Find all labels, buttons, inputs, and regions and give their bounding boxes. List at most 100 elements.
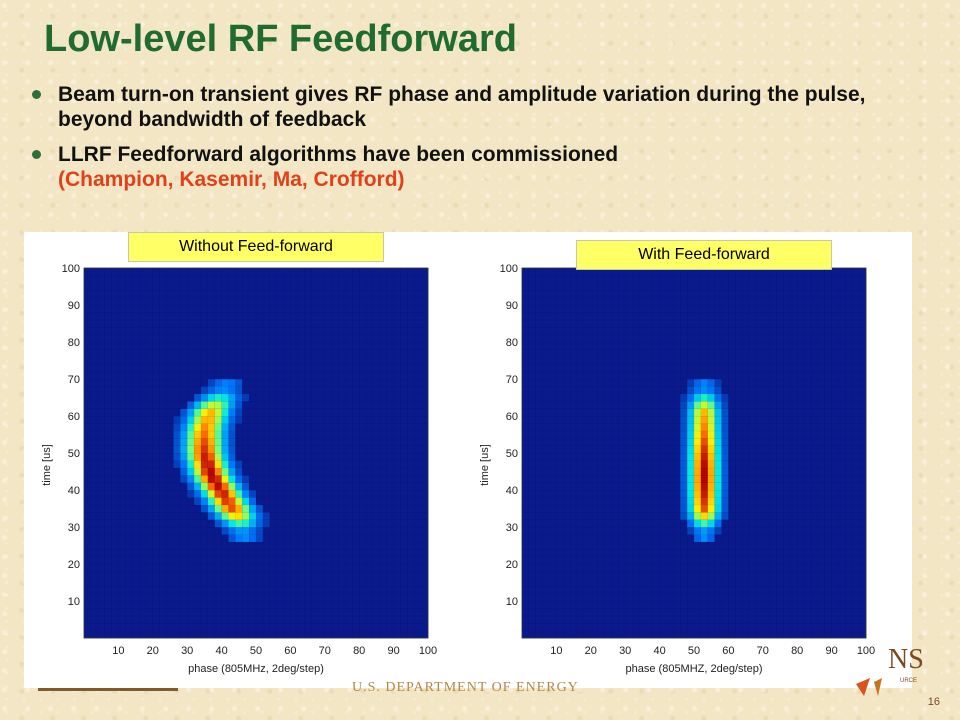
heatmap-cell (852, 534, 860, 543)
heatmap-cell (625, 430, 633, 439)
heatmap-cell (214, 267, 222, 276)
heatmap-cell (83, 408, 92, 417)
heatmap-cell (693, 475, 702, 483)
heatmap-cell (742, 467, 750, 476)
heatmap-cell (159, 275, 167, 284)
heatmap-cell (858, 386, 867, 395)
heatmap-cell (790, 563, 798, 572)
heatmap-cell (783, 489, 791, 498)
heatmap-cell (159, 371, 167, 380)
heatmap-cell (365, 408, 374, 417)
heatmap-cell (762, 349, 771, 358)
heatmap-cell (652, 290, 660, 298)
heatmap-cell (597, 556, 605, 565)
heatmap-cell (118, 378, 126, 387)
heatmap-cell (535, 489, 543, 498)
heatmap-cell (125, 290, 133, 298)
heatmap-cell (762, 312, 771, 321)
heatmap-cell (604, 297, 612, 306)
heatmap-cell (755, 312, 764, 321)
heatmap-cell (810, 282, 819, 291)
heatmap-cell (638, 297, 647, 306)
heatmap-cell (563, 578, 571, 587)
heatmap-cell (625, 593, 633, 602)
heatmap-cell (824, 482, 832, 491)
heatmap-cell (659, 600, 667, 609)
heatmap-cell (297, 267, 305, 276)
heatmap-cell (528, 290, 537, 298)
heatmap-cell (304, 415, 312, 424)
heatmap-cell (269, 563, 277, 572)
heatmap-cell (352, 467, 360, 476)
heatmap-cell (769, 497, 777, 506)
heatmap-cell (352, 608, 360, 617)
heatmap-cell (549, 526, 557, 535)
heatmap-cell (207, 327, 216, 335)
heatmap-cell (331, 482, 339, 491)
heatmap-cell (276, 549, 284, 557)
heatmap-cell (255, 475, 264, 483)
heatmap-cell (138, 275, 147, 284)
heatmap-cell (680, 275, 688, 284)
heatmap-cell (583, 356, 592, 365)
heatmap-cell (742, 460, 750, 469)
heatmap-cell (262, 408, 271, 417)
heatmap-cell (666, 586, 674, 594)
heatmap-cell (359, 586, 367, 594)
heatmap-cell (90, 327, 99, 335)
heatmap-cell (748, 393, 757, 402)
heatmap-cell (845, 623, 853, 631)
heatmap-cell (331, 512, 339, 520)
heatmap-cell (611, 452, 619, 461)
heatmap-cell (521, 563, 530, 572)
heatmap-cell (769, 349, 777, 358)
heatmap-cell (693, 319, 702, 328)
heatmap-cell (618, 275, 626, 284)
heatmap-cell (221, 608, 229, 617)
heatmap-cell (748, 593, 757, 602)
heatmap-cell (797, 364, 805, 372)
heatmap-cell (262, 526, 271, 535)
heatmap-cell (180, 504, 188, 513)
heatmap-cell (83, 571, 92, 580)
heatmap-cell (735, 571, 743, 580)
heatmap-cell (214, 586, 222, 594)
heatmap-cell (125, 341, 133, 350)
heatmap-cell (214, 393, 222, 402)
heatmap-cell (138, 608, 147, 617)
heatmap-cell (673, 541, 681, 550)
heatmap-cell (283, 393, 291, 402)
heatmap-cell (549, 401, 557, 409)
heatmap-cell (845, 341, 853, 350)
heatmap-cell (563, 467, 571, 476)
heatmap-cell (125, 327, 133, 335)
heatmap-cell (400, 571, 408, 580)
heatmap-cell (659, 282, 667, 291)
heatmap-cell (338, 430, 346, 439)
heatmap-cell (187, 408, 195, 417)
heatmap-cell (597, 415, 605, 424)
heatmap-cell (748, 586, 757, 594)
heatmap-cell (652, 356, 660, 365)
heatmap-cell (207, 482, 216, 491)
heatmap-cell (700, 556, 709, 565)
heatmap-cell (331, 297, 339, 306)
heatmap-cell (535, 475, 543, 483)
heatmap-cell (721, 541, 729, 550)
heatmap-cell (104, 334, 112, 343)
heatmap-cell (235, 586, 243, 594)
heatmap-cell (159, 319, 167, 328)
heatmap-cell (283, 615, 291, 624)
heatmap-cell (97, 460, 105, 469)
heatmap-cell (583, 512, 592, 520)
heatmap-cell (132, 519, 140, 528)
heatmap-cell (721, 534, 729, 543)
heatmap-cell (680, 319, 688, 328)
heatmap-cell (242, 541, 250, 550)
heatmap-cell (631, 349, 640, 358)
heatmap-cell (714, 334, 722, 343)
heatmap-cell (159, 393, 167, 402)
heatmap-cell (235, 563, 243, 572)
heatmap-cell (104, 482, 112, 491)
heatmap-cell (255, 504, 264, 513)
